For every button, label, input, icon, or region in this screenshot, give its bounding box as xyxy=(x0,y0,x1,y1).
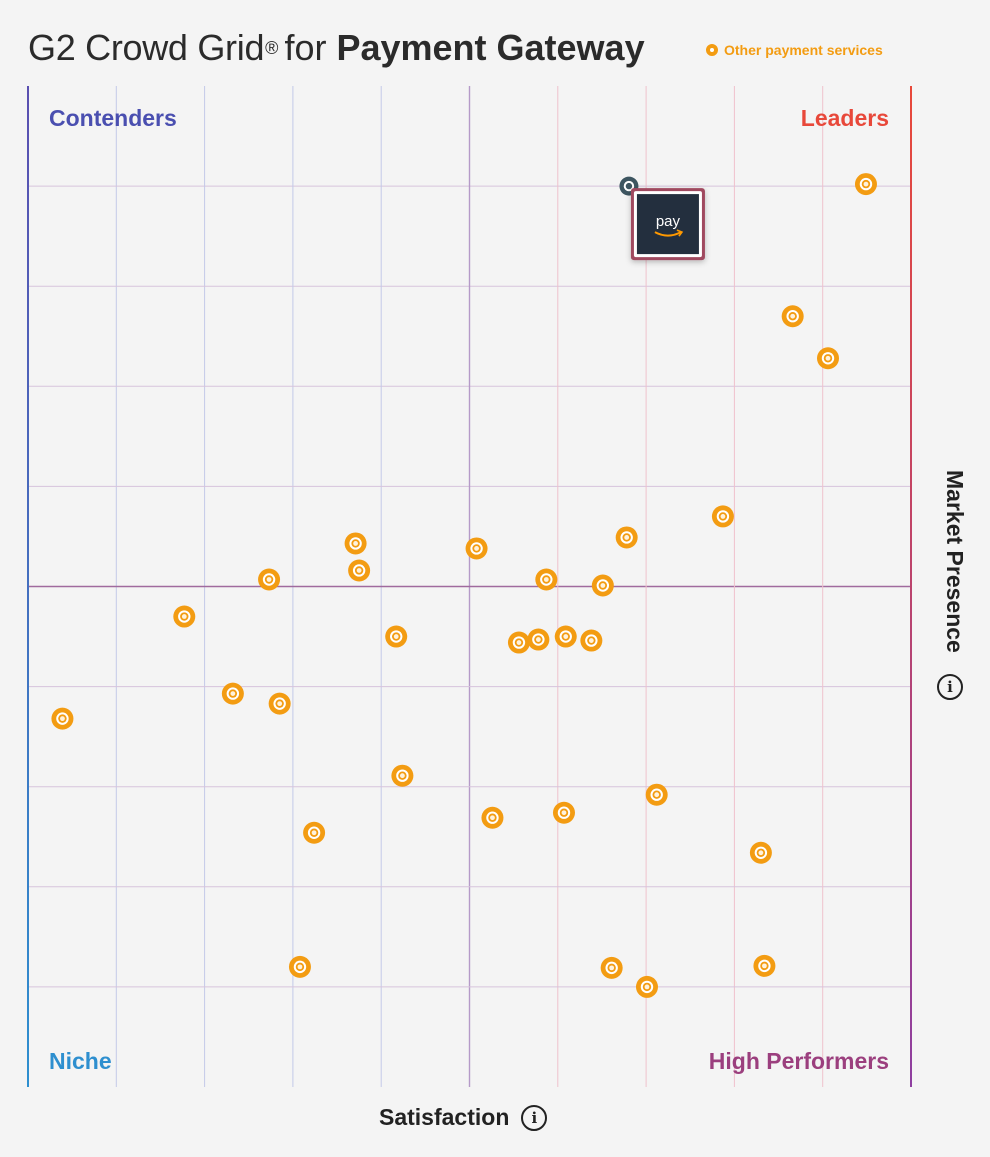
data-point-center xyxy=(490,815,495,821)
data-point[interactable] xyxy=(749,841,772,864)
data-point[interactable] xyxy=(51,707,74,730)
data-point-center xyxy=(654,792,660,798)
plot-frame xyxy=(27,85,912,1088)
smile-arrow-icon xyxy=(654,231,682,237)
data-point[interactable] xyxy=(753,954,776,977)
data-point[interactable] xyxy=(221,682,244,705)
quadrant-label-contenders: Contenders xyxy=(49,105,177,131)
data-point-center xyxy=(356,568,362,573)
data-point-center xyxy=(790,313,796,319)
data-point[interactable] xyxy=(527,628,550,651)
info-icon[interactable]: i xyxy=(937,674,963,700)
data-point-center xyxy=(311,830,317,836)
data-point-center xyxy=(863,181,869,187)
x-axis-label: Satisfaction xyxy=(379,1104,510,1130)
quadrant-label-leaders: Leaders xyxy=(801,105,889,131)
data-point[interactable] xyxy=(288,955,311,978)
data-point[interactable] xyxy=(615,526,638,549)
data-point[interactable] xyxy=(635,975,658,998)
data-point[interactable] xyxy=(535,568,558,591)
data-point-center xyxy=(609,965,615,971)
data-point[interactable] xyxy=(481,806,504,829)
data-point-center xyxy=(230,691,236,697)
highlight-product[interactable]: pay xyxy=(619,176,705,261)
data-point[interactable] xyxy=(600,956,623,979)
data-point-center xyxy=(474,546,479,551)
quadrant-label-niche: Niche xyxy=(49,1048,112,1074)
data-point[interactable] xyxy=(854,173,877,196)
frame-left xyxy=(27,86,29,1087)
data-point[interactable] xyxy=(781,305,804,328)
data-point[interactable] xyxy=(552,801,575,824)
data-point-center xyxy=(758,850,764,856)
smile-arrow-head-icon xyxy=(676,229,684,237)
grid-lines xyxy=(28,86,911,1087)
data-point-center xyxy=(277,701,283,707)
data-point[interactable] xyxy=(258,568,281,591)
highlight-logo-text: pay xyxy=(656,213,681,230)
legend-marker-icon xyxy=(706,44,718,56)
data-point-center xyxy=(644,984,650,990)
data-point[interactable] xyxy=(554,625,577,648)
data-point-center xyxy=(266,577,272,582)
data-point[interactable] xyxy=(303,821,326,844)
data-point[interactable] xyxy=(391,764,414,787)
y-axis-label: Market Presence xyxy=(942,470,968,653)
info-icon[interactable]: i xyxy=(521,1104,548,1131)
data-points xyxy=(51,173,877,998)
frame-right xyxy=(910,86,912,1087)
data-point-center xyxy=(543,577,549,582)
y-axis: Market Presence i xyxy=(930,470,970,710)
data-point[interactable] xyxy=(816,347,839,370)
data-point-center xyxy=(720,514,726,519)
amazon-pay-logo-icon xyxy=(636,194,699,255)
data-point-center xyxy=(825,355,831,361)
data-point[interactable] xyxy=(344,532,367,555)
chart-header: G2 Crowd Grid ® for Payment Gateway xyxy=(28,24,645,72)
data-point-center xyxy=(399,773,405,779)
legend-label: Other payment services xyxy=(724,42,883,58)
data-point[interactable] xyxy=(268,692,291,715)
data-point-center xyxy=(561,810,567,816)
data-point[interactable] xyxy=(173,605,196,628)
chart-title-mid: for xyxy=(284,27,327,68)
data-point-center xyxy=(762,963,767,969)
data-point[interactable] xyxy=(348,559,371,582)
registered-mark: ® xyxy=(265,37,279,58)
chart-title-category: Payment Gateway xyxy=(336,27,645,68)
data-point-center xyxy=(297,964,303,970)
data-point-center xyxy=(393,634,399,639)
data-point[interactable] xyxy=(591,574,614,597)
data-point-center xyxy=(624,535,630,540)
data-point[interactable] xyxy=(385,625,408,648)
data-point-center xyxy=(516,640,522,645)
data-point-center xyxy=(563,634,569,639)
chart-title-prefix: G2 Crowd Grid xyxy=(28,27,265,68)
highlight-marker-core xyxy=(625,182,633,190)
data-point[interactable] xyxy=(645,783,668,806)
x-axis: Satisfaction i xyxy=(379,1104,548,1131)
data-point-center xyxy=(588,638,594,643)
data-point-center xyxy=(535,637,541,642)
data-point-center xyxy=(600,583,606,588)
legend: Other payment services xyxy=(706,42,883,58)
data-point[interactable] xyxy=(465,537,488,560)
data-point-center xyxy=(353,541,358,546)
data-point-center xyxy=(181,614,187,619)
quadrant-label-high-performers: High Performers xyxy=(709,1048,889,1074)
data-point-center xyxy=(60,716,65,722)
data-point[interactable] xyxy=(507,631,530,654)
data-point[interactable] xyxy=(711,505,734,528)
data-point[interactable] xyxy=(580,629,603,652)
